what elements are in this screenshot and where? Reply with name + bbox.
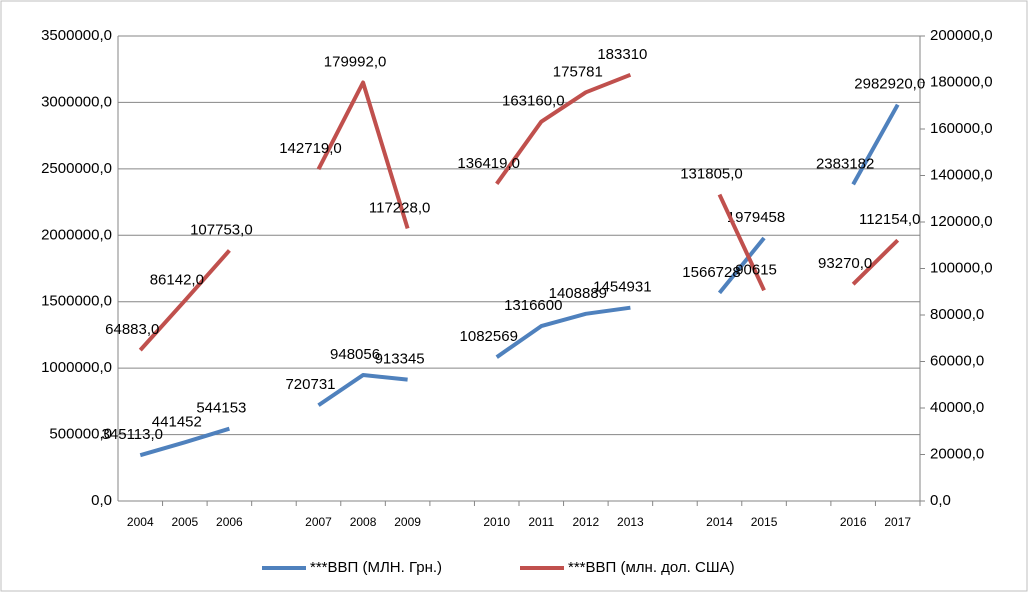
y2-tick-label: 80000,0 [930,306,984,323]
y-tick-label: 3000000,0 [41,93,112,110]
y2-tick-label: 120000,0 [930,213,993,230]
data-label: 544153 [196,400,246,417]
data-label: 1408889 [549,285,607,302]
y-tick-label: 1000000,0 [41,359,112,376]
series-line [138,72,900,352]
y-tick-label: 1500000,0 [41,293,112,310]
data-label: 1566728 [682,264,740,281]
data-label: 136419,0 [457,155,520,172]
y2-tick-label: 140000,0 [930,166,993,183]
data-label: 107753,0 [190,221,253,238]
y-tick-label: 500000,0 [49,426,112,443]
x-tick-label: 2005 [171,515,198,529]
legend-label: ***ВВП (МЛН. Грн.) [310,559,442,576]
data-label: 93270,0 [818,255,872,272]
data-label: 64883,0 [105,321,159,338]
data-label: 183310 [597,46,647,63]
y-tick-label: 0,0 [91,492,112,509]
x-tick-label: 2009 [394,515,421,529]
data-label: 345113,0 [102,426,163,443]
x-tick-label: 2013 [617,515,644,529]
y2-tick-label: 60000,0 [930,352,984,369]
x-tick-label: 2017 [884,515,911,529]
legend-label: ***ВВП (млн. дол. США) [568,559,735,576]
data-label: 179992,0 [324,53,387,70]
x-tick-label: 2014 [706,515,733,529]
x-tick-label: 2004 [127,515,154,529]
x-tick-label: 2011 [528,515,554,529]
y2-tick-label: 100000,0 [930,259,993,276]
y-tick-label: 2500000,0 [41,160,112,177]
y2-tick-label: 160000,0 [930,120,993,137]
data-label: 2982920,0 [854,76,925,93]
x-tick-label: 2007 [305,515,332,529]
data-label: 86142,0 [150,272,204,289]
data-label: 142719,0 [279,140,342,157]
x-tick-label: 2015 [751,515,778,529]
data-label: 90615 [735,261,777,278]
data-label: 163160,0 [502,93,565,110]
data-label: 1454931 [593,279,651,296]
data-label: 720731 [285,376,335,393]
y2-tick-label: 40000,0 [930,399,984,416]
data-label: 1082569 [460,328,518,345]
data-label: 913345 [375,351,425,368]
data-label: 1316600 [504,297,562,314]
x-tick-label: 2008 [350,515,377,529]
y2-tick-label: 20000,0 [930,445,984,462]
series-line [139,103,900,458]
y2-tick-label: 200000,0 [930,27,993,44]
data-label: 112154,0 [859,211,920,228]
y-tick-label: 2000000,0 [41,226,112,243]
y2-tick-label: 0,0 [930,492,951,509]
data-label: 948056 [330,346,380,363]
data-label: 1979458 [727,209,785,226]
data-label: 2383182 [816,155,874,172]
x-tick-label: 2012 [572,515,599,529]
x-tick-label: 2016 [840,515,867,529]
x-tick-label: 2006 [216,515,243,529]
x-tick-label: 2010 [483,515,510,529]
data-label: 117228,0 [369,199,430,216]
data-label: 175781 [553,63,603,80]
y-tick-label: 3500000,0 [41,27,112,44]
y2-tick-label: 180000,0 [930,73,993,90]
data-label: 441452 [152,413,202,430]
data-label: 131805,0 [680,166,743,183]
